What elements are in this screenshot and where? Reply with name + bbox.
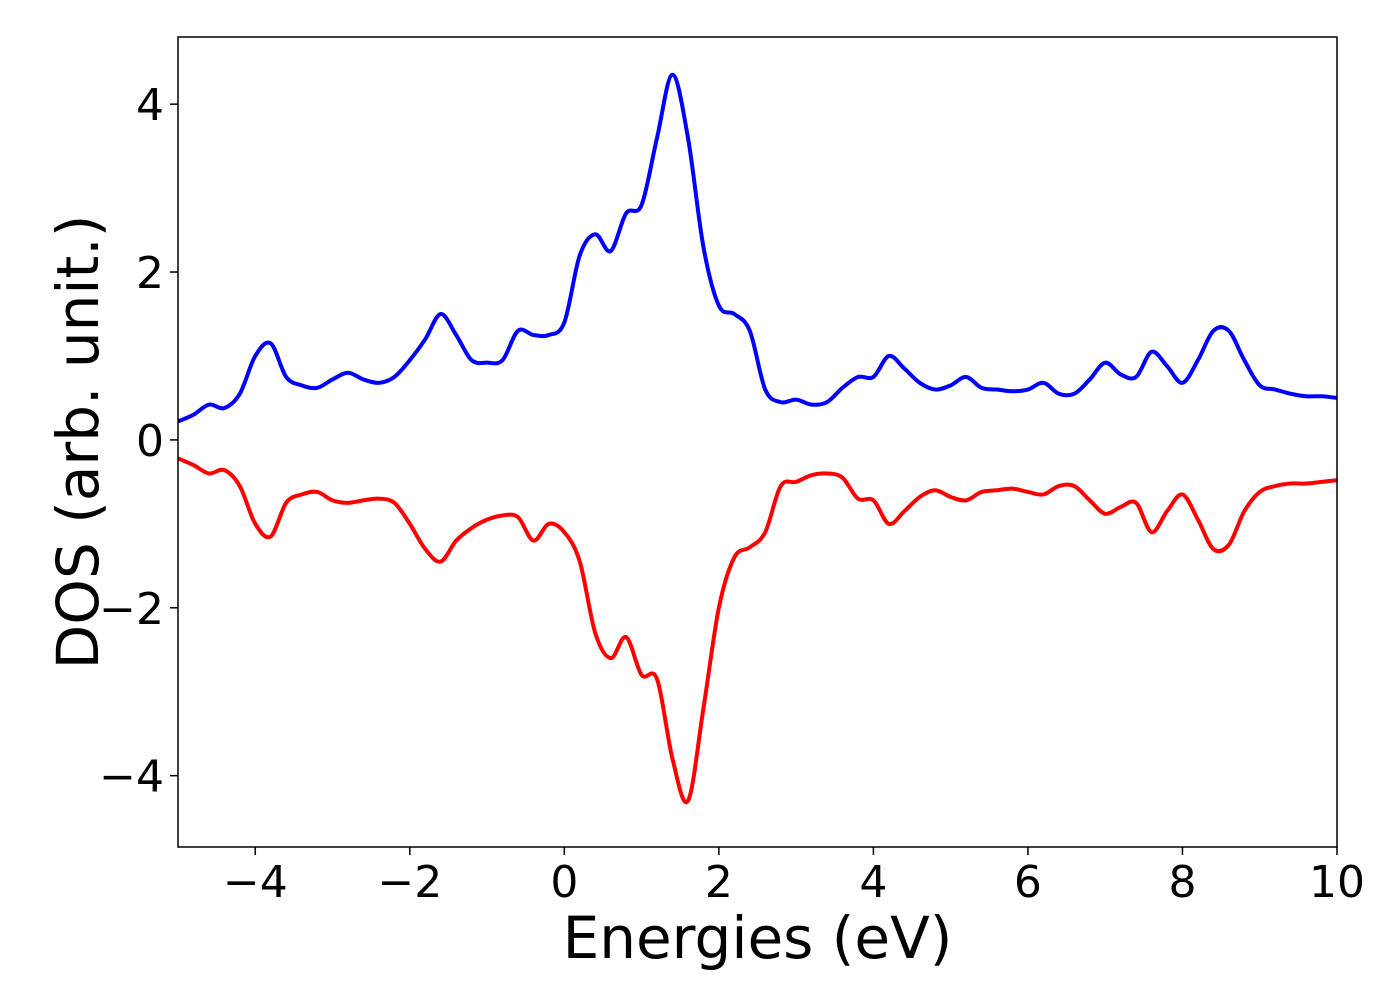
y-tick-label: −4 bbox=[99, 752, 164, 803]
series-line-1 bbox=[178, 72, 1337, 424]
x-tick-label: −4 bbox=[223, 857, 288, 908]
x-tick-label: 6 bbox=[1014, 857, 1042, 908]
series-line-2 bbox=[178, 456, 1337, 805]
x-tick-label: 2 bbox=[705, 857, 733, 908]
x-tick-label: −2 bbox=[377, 857, 442, 908]
x-tick-label: 8 bbox=[1168, 857, 1196, 908]
series-layer bbox=[178, 72, 1337, 805]
ticks-layer: −4 −2 0 2 4 6 8 10 −4 −2 0 2 4 bbox=[99, 80, 1365, 908]
x-tick-label: 10 bbox=[1309, 857, 1365, 908]
y-tick-label: 0 bbox=[136, 416, 164, 467]
x-axis-label: Energies (eV) bbox=[563, 904, 953, 972]
y-axis-label: DOS (arb. unit.) bbox=[44, 215, 112, 670]
x-tick-label: 0 bbox=[550, 857, 578, 908]
plot-frame bbox=[177, 36, 1338, 848]
y-tick-label: 2 bbox=[136, 248, 164, 299]
y-tick-label: −2 bbox=[99, 584, 164, 635]
y-tick-label: 4 bbox=[136, 80, 164, 131]
x-tick-label: 4 bbox=[859, 857, 887, 908]
